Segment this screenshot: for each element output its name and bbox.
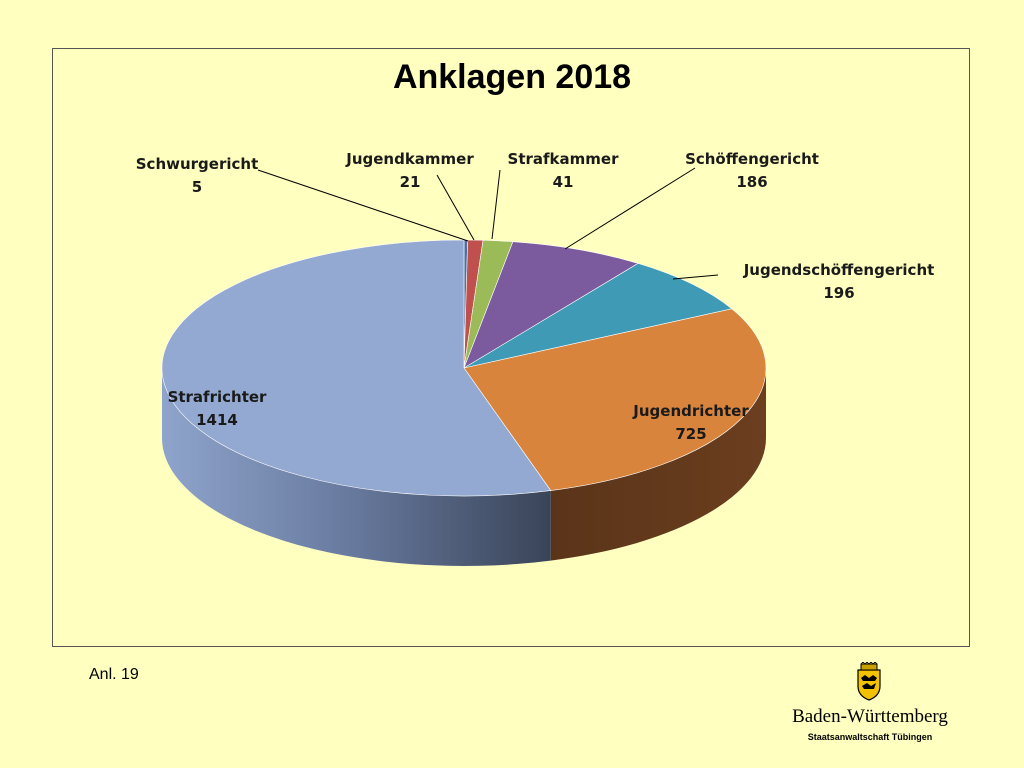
slice-label-jugendschoeffengericht: Jugendschöffengericht <box>743 261 935 279</box>
leader-line-jugendkammer <box>436 174 475 241</box>
slice-label-schoeffengericht: Schöffengericht <box>685 150 819 168</box>
slice-value-schwurgericht: 5 <box>192 178 202 196</box>
pie-side-strafrichter <box>162 368 551 566</box>
pie-labels: Schwurgericht 5 Jugendkammer 21 Strafkammer 4… <box>136 150 935 443</box>
pie-sides <box>162 368 766 566</box>
slice-value-strafkammer: 41 <box>553 173 574 191</box>
pie-leaders <box>257 167 719 280</box>
leader-line-jugendschoeffengericht <box>672 274 719 280</box>
footnote: Anl. 19 <box>89 666 139 683</box>
pie-slice-schoeffengericht <box>463 241 639 369</box>
leader-line-schwurgericht <box>257 169 469 242</box>
pie-side-jugendrichter <box>550 368 766 561</box>
slice-label-strafrichter: Strafrichter <box>168 388 267 406</box>
slice-value-strafrichter: 1414 <box>196 411 238 429</box>
chart-title: Anklagen 2018 <box>392 58 632 96</box>
slice-value-jugendkammer: 21 <box>400 173 421 191</box>
slice-label-schwurgericht: Schwurgericht <box>136 155 259 173</box>
pie-slice-jugendrichter <box>463 308 767 491</box>
coat-of-arms-icon <box>857 662 881 701</box>
pie-slice-jugendschoeffengericht <box>463 263 733 369</box>
slice-value-schoeffengericht: 186 <box>736 173 767 191</box>
slice-label-jugendkammer: Jugendkammer <box>345 150 474 168</box>
chart-frame <box>52 48 970 647</box>
logo: Baden-Württemberg Staatsanwaltschaft Tüb… <box>790 662 960 748</box>
leader-line-strafkammer <box>491 169 501 240</box>
slice-label-strafkammer: Strafkammer <box>508 150 620 168</box>
pie-top <box>161 239 767 497</box>
logo-subtitle: Staatsanwaltschaft Tübingen <box>807 732 933 742</box>
slice-value-jugendschoeffengericht: 196 <box>823 284 854 302</box>
slice-label-jugendrichter: Jugendrichter <box>632 402 749 420</box>
slice-value-jugendrichter: 725 <box>675 425 706 443</box>
leader-line-schoeffengericht <box>564 167 696 250</box>
pie-slice-strafrichter <box>161 239 552 497</box>
logo-name: Baden-Württemberg <box>792 706 948 727</box>
